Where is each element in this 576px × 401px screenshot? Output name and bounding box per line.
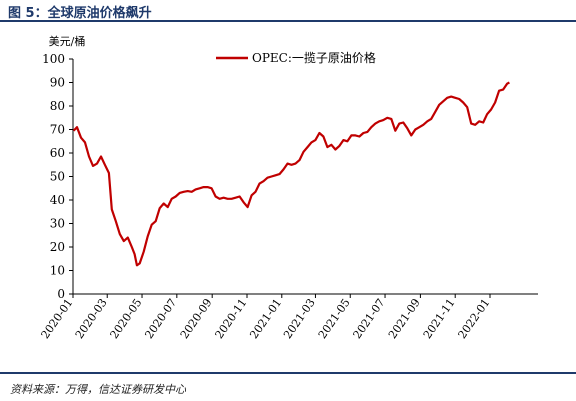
x-tick-label: 2021-11 (421, 296, 458, 341)
y-tick-label: 70 (50, 123, 65, 137)
x-tick-label: 2020-07 (142, 296, 179, 341)
series-line (72, 81, 510, 267)
source-rule (0, 372, 576, 374)
line-chart: 美元/桶 0 10 20 30 40 50 60 70 80 90 100 2020-012020-03… (39, 34, 538, 341)
y-tick-label: 40 (50, 193, 65, 207)
x-tick-label: 2021-05 (316, 296, 353, 341)
x-tick-label: 2021-09 (386, 296, 423, 341)
y-tick-label: 0 (57, 287, 65, 301)
figure-title: 图 5：全球原油价格飙升 (8, 6, 152, 21)
y-tick-label: 10 (50, 264, 65, 278)
chart-legend: OPEC:一揽子原油价格 (216, 50, 376, 65)
y-axis-unit-label: 美元/桶 (49, 34, 86, 48)
x-tick-label: 2020-03 (73, 296, 110, 341)
y-tick-label: 80 (50, 99, 65, 113)
legend-label: OPEC:一揽子原油价格 (252, 50, 376, 65)
y-tick-label: 30 (50, 217, 65, 231)
y-tick-label: 60 (50, 146, 65, 160)
x-tick-label: 2022-01 (456, 296, 493, 341)
x-tick-label: 2021-01 (247, 296, 284, 341)
y-tick-label: 50 (50, 170, 65, 184)
chart-axes: 美元/桶 0 10 20 30 40 50 60 70 80 90 100 2020-012020-03… (39, 34, 538, 341)
x-tick-label: 2020-01 (39, 296, 76, 341)
x-tick-label: 2020-11 (213, 296, 250, 341)
y-tick-label: 90 (50, 76, 65, 90)
y-tick-label: 100 (42, 52, 65, 66)
x-tick-label: 2021-07 (351, 296, 388, 341)
title-rule (0, 20, 576, 22)
y-tick-label: 20 (50, 240, 65, 254)
x-tick-label: 2021-03 (281, 296, 318, 341)
x-tick-label: 2020-09 (178, 296, 215, 341)
source-note: 资料来源：万得，信达证券研发中心 (10, 383, 186, 396)
chart-series (72, 81, 510, 267)
x-tick-label: 2020-05 (108, 296, 145, 341)
